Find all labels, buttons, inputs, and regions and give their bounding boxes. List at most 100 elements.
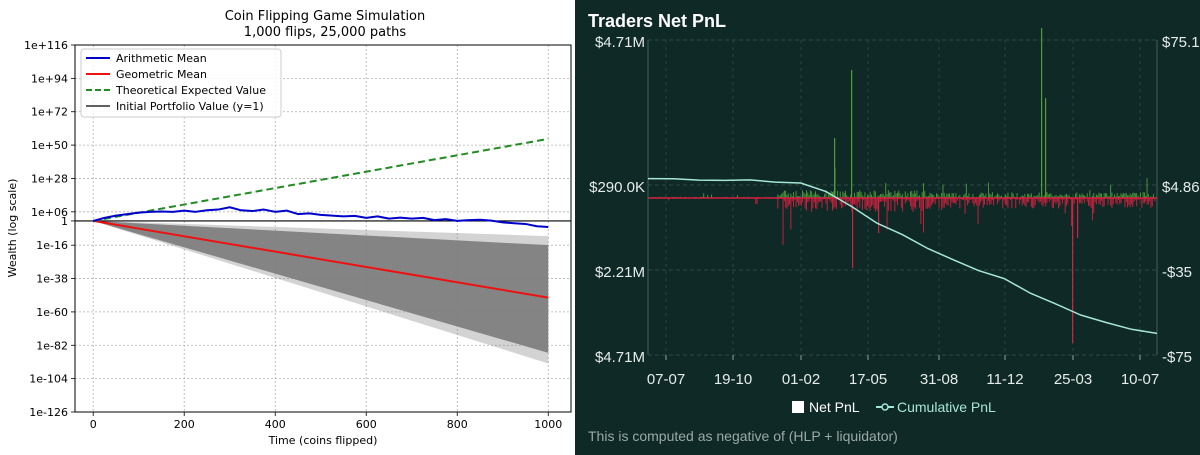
- net-pnl-bar-positive: [809, 190, 811, 198]
- net-pnl-bar-positive: [711, 194, 712, 198]
- net-pnl-bar-positive: [1147, 194, 1149, 198]
- net-pnl-bar-positive: [1118, 195, 1119, 198]
- net-pnl-bar-negative: [835, 198, 837, 210]
- net-pnl-bar-positive: [1068, 194, 1070, 198]
- pnl-x-label: 31-08: [920, 371, 958, 388]
- net-pnl-bar-negative: [1076, 198, 1078, 200]
- net-pnl-bar-negative: [1089, 198, 1091, 207]
- net-pnl-bar-positive: [703, 193, 705, 198]
- net-pnl-bar-positive: [808, 194, 810, 198]
- net-pnl-bar-negative: [1027, 198, 1028, 202]
- net-pnl-bar-positive: [923, 183, 924, 198]
- net-pnl-bar-positive: [1064, 194, 1066, 198]
- net-pnl-bar-negative: [934, 198, 936, 205]
- net-pnl-bar-positive: [965, 183, 967, 198]
- net-pnl-bar-positive: [1033, 195, 1035, 198]
- net-pnl-bar-negative: [787, 198, 789, 207]
- net-pnl-bar-positive: [850, 194, 852, 198]
- net-pnl-bar-negative: [1141, 198, 1143, 208]
- net-pnl-bar-positive: [904, 191, 906, 198]
- net-pnl-bar-positive: [1043, 195, 1045, 198]
- net-pnl-bar-negative: [830, 198, 832, 203]
- net-pnl-bar-negative: [1041, 198, 1043, 205]
- net-pnl-bar-negative: [1033, 198, 1035, 208]
- net-pnl-bar-positive: [994, 196, 996, 198]
- net-pnl-bar-negative: [1077, 198, 1079, 238]
- net-pnl-bar-positive: [845, 190, 846, 198]
- net-pnl-bar-positive: [1004, 194, 1006, 198]
- net-pnl-bar-positive: [913, 190, 915, 198]
- net-pnl-bar-negative: [873, 198, 875, 209]
- net-pnl-bar-negative: [942, 198, 944, 208]
- net-pnl-bar-positive: [958, 196, 959, 198]
- net-pnl-bar-negative: [984, 198, 985, 205]
- net-pnl-bar-positive: [781, 193, 783, 198]
- net-pnl-bar-negative: [820, 198, 822, 202]
- pnl-x-label: 25-03: [1054, 371, 1092, 388]
- x-tick-label: 800: [447, 418, 468, 431]
- net-pnl-bar-positive: [984, 195, 985, 198]
- net-pnl-bar-positive: [842, 191, 844, 198]
- net-pnl-bar-negative: [1010, 198, 1011, 201]
- net-pnl-bar-positive: [783, 190, 785, 198]
- net-pnl-bar-positive: [1150, 196, 1152, 198]
- y-tick-label: 1e+72: [31, 106, 68, 119]
- pnl-left-label: $2.21M: [595, 264, 645, 281]
- net-pnl-bar-positive: [806, 190, 807, 198]
- series-line-1: [93, 219, 549, 299]
- net-pnl-bar-positive: [949, 193, 950, 198]
- net-pnl-bar-positive: [843, 193, 845, 198]
- net-pnl-bar-positive: [868, 195, 870, 198]
- net-pnl-bar-negative: [1147, 198, 1149, 205]
- net-pnl-bar-negative: [1019, 198, 1021, 205]
- net-pnl-bar-positive: [782, 192, 784, 198]
- net-pnl-bar-negative: [1025, 198, 1027, 207]
- net-pnl-bar-negative: [963, 198, 965, 201]
- net-pnl-bar-positive: [1038, 192, 1040, 198]
- net-pnl-bar-negative: [854, 198, 855, 205]
- net-pnl-bar-negative: [789, 198, 790, 205]
- net-pnl-bar-negative: [851, 198, 853, 212]
- net-pnl-bar-positive: [889, 192, 891, 198]
- net-pnl-bar-positive: [1029, 195, 1031, 198]
- net-pnl-bar-positive: [867, 194, 868, 198]
- net-pnl-bar-positive: [911, 190, 913, 198]
- net-pnl-bar-positive: [941, 193, 943, 198]
- y-tick-label: 1e+28: [31, 172, 68, 185]
- net-pnl-bar-negative: [882, 198, 884, 202]
- net-pnl-bar-positive: [1136, 193, 1138, 198]
- x-tick-label: 600: [356, 418, 377, 431]
- net-pnl-bar-negative: [1043, 198, 1045, 203]
- net-pnl-bar-negative: [1062, 198, 1063, 204]
- net-pnl-bar-negative: [906, 198, 907, 202]
- net-pnl-bar-negative: [912, 198, 914, 212]
- net-pnl-bar-negative: [915, 198, 917, 209]
- net-pnl-bar-positive: [1128, 195, 1130, 198]
- net-pnl-bar-positive: [902, 194, 904, 198]
- legend-label-3: Initial Portfolio Value (y=1): [116, 100, 264, 113]
- net-pnl-bar-positive: [997, 193, 998, 198]
- net-pnl-bar-positive: [912, 193, 914, 198]
- net-pnl-bar-positive: [897, 192, 898, 198]
- net-pnl-bar-positive: [1110, 185, 1112, 198]
- chart-subtitle: 1,000 flips, 25,000 paths: [244, 25, 407, 40]
- legend-box: [80, 48, 282, 118]
- net-pnl-bar-positive: [906, 196, 907, 198]
- net-pnl-bar-positive: [1045, 98, 1047, 198]
- net-pnl-bar-negative: [976, 198, 978, 206]
- net-pnl-bar-positive: [1016, 192, 1018, 198]
- net-pnl-bar-negative: [1102, 198, 1104, 208]
- net-pnl-bar-negative: [878, 198, 880, 203]
- net-pnl-bar-negative: [1020, 198, 1022, 200]
- net-pnl-bar-negative: [999, 198, 1001, 200]
- pnl-right-label: $4.86: [1162, 179, 1200, 196]
- net-pnl-bar-negative: [926, 198, 928, 209]
- net-pnl-bar-positive: [968, 193, 970, 198]
- net-pnl-bar-negative: [1081, 198, 1083, 204]
- net-pnl-bar-negative: [865, 198, 867, 210]
- net-pnl-bar-negative: [1133, 198, 1135, 202]
- net-pnl-bar-negative: [916, 198, 918, 202]
- net-pnl-bar-negative: [954, 198, 956, 204]
- pnl-left-label: $4.71M: [595, 349, 645, 366]
- net-pnl-bar-positive: [864, 192, 866, 198]
